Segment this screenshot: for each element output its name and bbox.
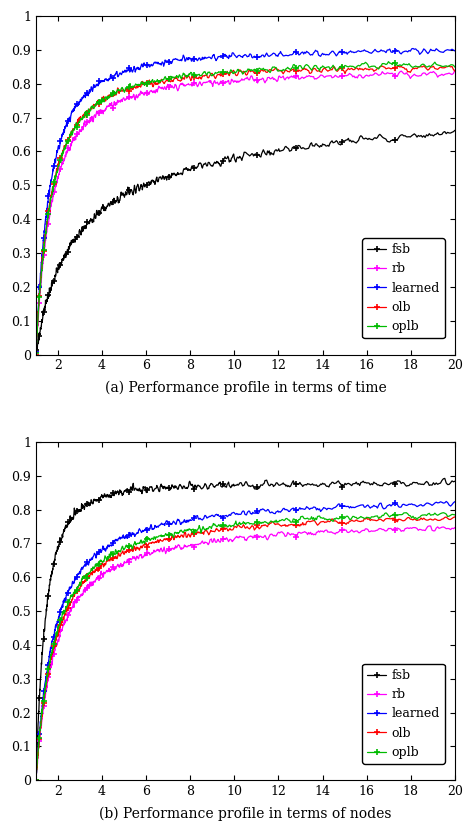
Legend: fsb, rb, learned, olb, oplb: fsb, rb, learned, olb, oplb	[363, 238, 445, 338]
X-axis label: (b) Performance profile in terms of nodes: (b) Performance profile in terms of node…	[99, 806, 392, 821]
Legend: fsb, rb, learned, olb, oplb: fsb, rb, learned, olb, oplb	[363, 664, 445, 764]
X-axis label: (a) Performance profile in terms of time: (a) Performance profile in terms of time	[105, 381, 386, 395]
